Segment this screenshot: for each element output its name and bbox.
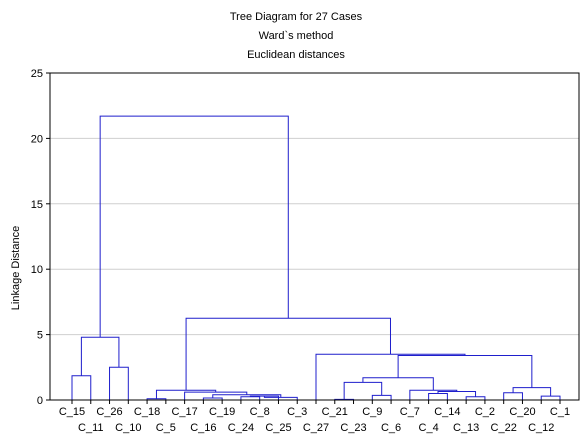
leaf-label: C_12 — [528, 422, 554, 434]
plot-frame — [49, 72, 580, 401]
y-tick-label: 25 — [31, 68, 43, 80]
leaf-label: C_14 — [434, 406, 460, 418]
leaf-label: C_24 — [228, 422, 254, 434]
dendrogram-link — [512, 387, 552, 397]
leaf-label: C_3 — [287, 406, 307, 418]
dendrogram-link — [437, 390, 477, 397]
dendrogram-link — [343, 381, 383, 400]
leaf-label: C_11 — [78, 422, 103, 434]
dendrogram-link — [503, 392, 523, 400]
leaf-label: C_10 — [115, 422, 141, 434]
chart-subtitle-method: Ward`s method — [259, 30, 334, 42]
dendrogram-link — [71, 375, 92, 400]
dendrogram-link — [540, 395, 561, 400]
dendrogram-link — [428, 392, 448, 400]
leaf-label: C_9 — [362, 406, 382, 418]
leaf-label: C_7 — [400, 406, 420, 418]
leaf-label: C_8 — [250, 406, 270, 418]
leaf-label: C_27 — [303, 422, 329, 434]
leaf-label: C_17 — [171, 406, 197, 418]
leaf-label: C_13 — [453, 422, 479, 434]
dendrogram-link — [99, 115, 289, 338]
dendrogram-link — [362, 377, 434, 391]
leaf-label: C_15 — [59, 406, 85, 418]
leaf-label: C_16 — [190, 422, 216, 434]
dendrogram-link — [109, 366, 129, 400]
leaf-labels: C_15 C_11 C_26 C_10 C_18 C_5 C_17 C_16 C_19 C_24 C… — [59, 400, 570, 434]
y-tick-label: 20 — [31, 133, 43, 145]
dendrogram-link — [371, 394, 392, 400]
leaf-label: C_4 — [419, 422, 439, 434]
leaf-label: C_23 — [340, 422, 366, 434]
leaf-label: C_20 — [509, 406, 535, 418]
leaf-label: C_26 — [96, 406, 122, 418]
dendrogram-link — [397, 355, 533, 388]
y-axis-label: Linkage Distance — [10, 226, 22, 310]
y-tick-label: 10 — [31, 264, 43, 276]
leaf-label: C_25 — [265, 422, 291, 434]
leaf-label: C_21 — [322, 406, 348, 418]
dendrogram-link — [155, 389, 217, 399]
y-tick-label: 0 — [37, 395, 43, 407]
leaf-label: C_18 — [134, 406, 160, 418]
leaf-label: C_22 — [491, 422, 517, 434]
y-tick-label: 5 — [37, 330, 43, 342]
leaf-label: C_2 — [475, 406, 495, 418]
leaf-label: C_1 — [550, 406, 570, 418]
y-axis-ticks: 0 5 10 15 20 25 — [31, 68, 50, 407]
chart-title: Tree Diagram for 27 Cases — [230, 11, 363, 23]
dendrogram-links — [71, 115, 561, 400]
y-tick-label: 15 — [31, 199, 43, 211]
chart-subtitle-distance: Euclidean distances — [247, 49, 345, 61]
leaf-label: C_5 — [156, 422, 176, 434]
leaf-label: C_6 — [381, 422, 401, 434]
leaf-label: C_19 — [209, 406, 235, 418]
dendrogram-link — [80, 336, 120, 376]
grid-lines — [50, 137, 579, 336]
dendrogram-link — [184, 391, 248, 400]
